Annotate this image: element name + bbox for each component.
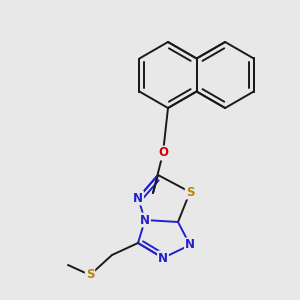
Text: S: S <box>186 185 194 199</box>
Text: N: N <box>158 251 168 265</box>
Text: S: S <box>86 268 94 281</box>
Text: N: N <box>133 191 143 205</box>
Text: O: O <box>158 146 168 160</box>
Text: N: N <box>185 238 195 251</box>
Text: N: N <box>140 214 150 226</box>
